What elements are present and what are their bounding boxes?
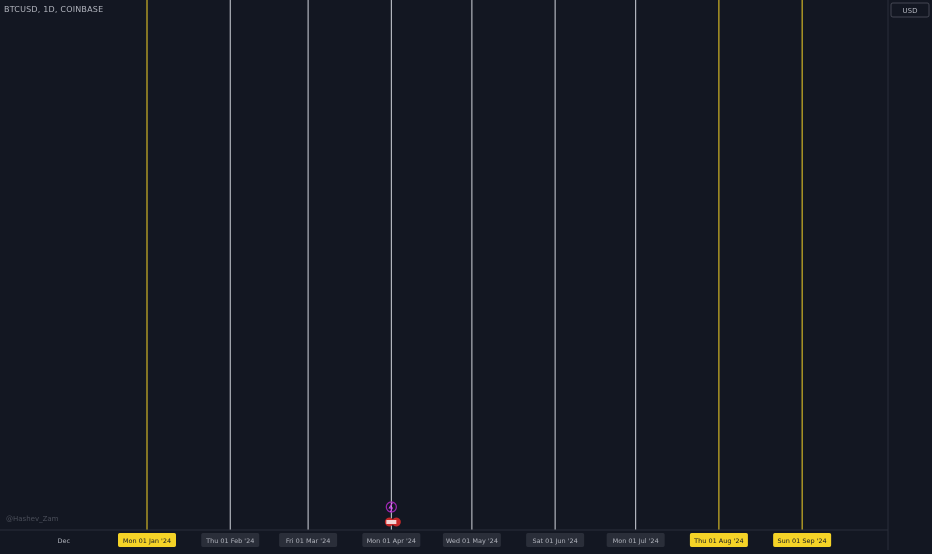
time-axis-label: Thu 01 Aug '24 bbox=[693, 537, 743, 545]
time-axis-label: Fri 01 Mar '24 bbox=[286, 537, 331, 545]
date-badge bbox=[442, 533, 501, 547]
date-badge bbox=[201, 533, 260, 547]
date-badge bbox=[773, 533, 832, 547]
date-badge bbox=[606, 533, 665, 547]
time-axis-label: Dec bbox=[57, 537, 70, 545]
date-badge bbox=[279, 533, 338, 547]
event-lightning-icon bbox=[385, 501, 397, 513]
date-badge bbox=[118, 533, 176, 547]
time-axis-label: Thu 01 Feb '24 bbox=[205, 537, 254, 545]
time-axis-label: Mon 01 Jul '24 bbox=[613, 537, 659, 545]
watermark: @Hashev_Zam bbox=[6, 515, 59, 523]
date-badge bbox=[526, 533, 585, 547]
time-axis-label: Wed 01 May '24 bbox=[446, 537, 498, 545]
price-axis bbox=[888, 0, 932, 550]
currency-label: USD bbox=[903, 7, 918, 15]
time-axis-label: Sun 01 Sep '24 bbox=[778, 537, 827, 545]
currency-badge bbox=[890, 2, 930, 18]
time-axis-label: Sat 01 Jun '24 bbox=[532, 537, 577, 545]
lightning-icon bbox=[388, 502, 394, 513]
time-axis-label: Mon 01 Jan '24 bbox=[123, 537, 171, 545]
flag-icon bbox=[386, 520, 397, 524]
symbol-header: BTCUSD, 1D, COINBASE bbox=[4, 5, 104, 14]
date-badge bbox=[362, 533, 421, 547]
time-axis-label: Mon 01 Apr '24 bbox=[367, 537, 416, 545]
date-badge bbox=[689, 533, 748, 547]
